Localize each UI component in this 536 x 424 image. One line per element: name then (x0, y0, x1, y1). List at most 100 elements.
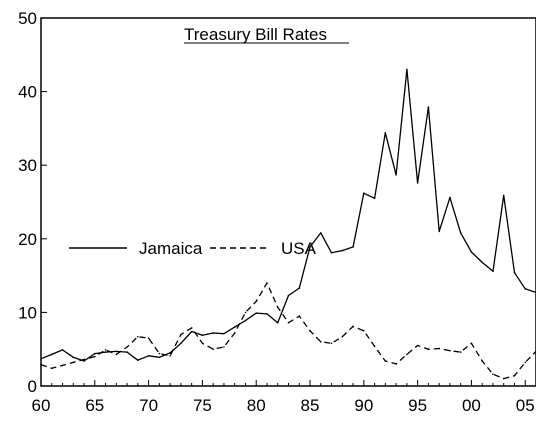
y-tick-label: 10 (18, 303, 37, 322)
data-point-usa (416, 344, 419, 347)
data-point-usa (352, 325, 354, 328)
data-point-jamaica (352, 246, 354, 248)
data-point-jamaica (158, 356, 161, 359)
data-point-jamaica (212, 332, 214, 334)
data-point-jamaica (395, 174, 397, 176)
x-tick-label: 80 (247, 396, 266, 415)
data-point-jamaica (147, 355, 150, 357)
data-point-jamaica (255, 312, 257, 314)
data-point-jamaica (169, 352, 171, 354)
data-point-jamaica (94, 352, 96, 355)
legend: Jamaica USA (69, 239, 317, 258)
data-point-jamaica (481, 261, 484, 264)
data-point-jamaica (320, 232, 322, 234)
data-point-usa (373, 345, 376, 348)
data-point-usa (406, 353, 408, 356)
y-tick-label: 30 (18, 156, 37, 175)
data-point-usa (524, 361, 526, 364)
data-point-usa (330, 342, 333, 345)
x-tick-label: 60 (32, 396, 51, 415)
x-tick-label: 70 (139, 396, 158, 415)
legend-jamaica-label: Jamaica (139, 239, 203, 258)
data-point-usa (51, 367, 53, 370)
data-point-usa (190, 327, 193, 329)
data-point-jamaica (137, 359, 139, 362)
data-point-usa (298, 315, 301, 317)
data-point-usa (223, 346, 225, 348)
data-point-jamaica (40, 358, 42, 360)
data-point-usa (72, 361, 75, 364)
series-line-usa (40, 282, 536, 380)
data-point-usa (320, 341, 322, 343)
data-point-usa (427, 348, 430, 351)
data-point-usa (147, 337, 150, 340)
legend-usa-label: USA (281, 239, 317, 258)
data-point-jamaica (502, 194, 505, 197)
y-tick-label: 20 (18, 230, 37, 249)
data-point-usa (83, 358, 85, 361)
data-point-usa (137, 335, 139, 338)
data-point-jamaica (363, 192, 365, 194)
data-point-jamaica (427, 106, 430, 108)
data-point-jamaica (126, 351, 128, 353)
data-point-jamaica (115, 350, 118, 353)
data-point-jamaica (72, 356, 75, 359)
data-point-jamaica (180, 342, 182, 345)
data-point-jamaica (524, 288, 526, 290)
data-point-usa (492, 373, 494, 376)
data-point-usa (395, 363, 397, 365)
data-point-usa (309, 330, 311, 332)
data-point-jamaica (470, 251, 473, 253)
chart-title: Treasury Bill Rates (184, 25, 327, 44)
data-point-usa (470, 342, 473, 345)
x-tick-label: 05 (516, 396, 535, 415)
data-point-jamaica (406, 68, 408, 71)
data-point-usa (363, 330, 365, 332)
y-tick-label: 0 (28, 377, 37, 396)
data-point-usa (104, 349, 107, 351)
x-tick-label: 75 (193, 396, 212, 415)
data-point-jamaica (190, 330, 193, 333)
x-tick-label: 90 (354, 396, 373, 415)
data-point-usa (287, 321, 290, 324)
x-tick-label: 65 (85, 396, 104, 415)
data-point-usa (449, 349, 451, 352)
data-point-jamaica (373, 197, 376, 200)
data-point-usa (115, 353, 118, 356)
data-point-usa (513, 374, 516, 377)
x-tick-label: 85 (301, 396, 320, 415)
series-line-jamaica (40, 68, 536, 362)
x-axis-ticks: 60 65 70 75 80 85 90 95 00 05 (32, 380, 536, 415)
data-point-usa (40, 363, 42, 366)
data-point-jamaica (276, 321, 279, 324)
data-point-usa (201, 342, 204, 345)
data-point-usa (158, 352, 161, 355)
plot-frame (40, 17, 536, 387)
data-point-usa (255, 300, 257, 303)
data-point-jamaica (309, 246, 311, 248)
data-point-jamaica (233, 326, 236, 328)
data-point-usa (233, 332, 236, 334)
data-point-usa (266, 282, 268, 284)
data-point-usa (169, 355, 171, 357)
data-point-jamaica (287, 294, 290, 297)
data-point-usa (180, 333, 182, 336)
data-point-jamaica (266, 313, 268, 315)
data-point-jamaica (244, 319, 247, 322)
y-axis-ticks: 0 10 20 30 40 50 (18, 9, 47, 396)
data-point-jamaica (513, 271, 516, 274)
series-layer (40, 68, 536, 380)
data-point-jamaica (104, 351, 107, 353)
data-point-jamaica (341, 249, 344, 252)
x-tick-label: 95 (408, 396, 427, 415)
data-point-usa (502, 377, 505, 380)
data-point-jamaica (83, 360, 85, 362)
data-point-usa (126, 346, 128, 348)
data-point-usa (244, 311, 247, 314)
data-point-usa (438, 347, 441, 350)
data-point-usa (61, 364, 64, 367)
y-tick-label: 50 (18, 9, 37, 28)
data-point-jamaica (61, 349, 64, 351)
data-point-jamaica (459, 232, 462, 234)
